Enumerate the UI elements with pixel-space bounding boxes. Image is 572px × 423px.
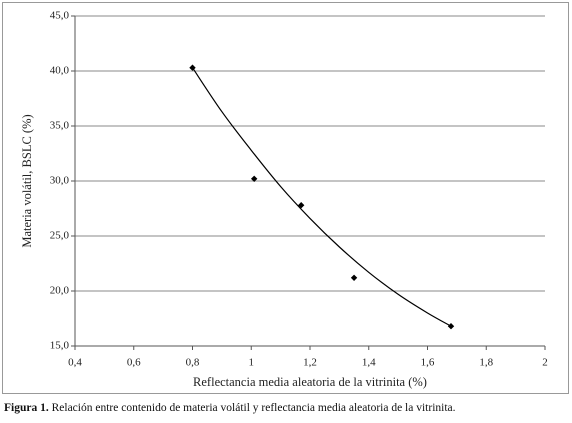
y-tick-label: 45,0 [50, 10, 70, 22]
x-tick-label: 0,8 [186, 357, 200, 369]
chart: Reflectancia media aleatoria de la vitri… [2, 2, 569, 394]
data-point [189, 64, 196, 71]
y-tick-label: 25,0 [50, 230, 70, 242]
data-point [350, 274, 358, 281]
x-tick-label: 1,8 [479, 357, 493, 369]
caption-text: Relación entre contenido de materia volá… [51, 402, 456, 414]
x-tick-label: 1,2 [303, 357, 317, 369]
x-tick-label: 0,4 [68, 357, 82, 369]
y-tick-label: 40,0 [50, 65, 70, 77]
y-tick-label: 30,0 [50, 175, 70, 187]
y-tick-label: 15,0 [50, 340, 70, 352]
caption: Figura 1. Relación entre contenido de ma… [4, 402, 456, 414]
chart-frame [2, 2, 569, 394]
x-tick-label: 1,4 [362, 357, 376, 369]
caption-label: Figura 1. [4, 402, 49, 414]
x-tick-label: 1,6 [421, 357, 435, 369]
y-tick-label: 20,0 [50, 285, 70, 297]
x-tick-label: 0,6 [127, 357, 141, 369]
x-axis-label: Reflectancia media aleatoria de la vitri… [193, 375, 427, 389]
x-tick-label: 2 [542, 357, 548, 369]
y-axis-label: Materia volátil, BSLC (%) [20, 114, 34, 247]
data-point [297, 202, 305, 209]
data-point [447, 323, 455, 330]
y-tick-label: 35,0 [50, 120, 70, 132]
data-point [250, 175, 258, 182]
x-tick-label: 1 [249, 357, 255, 369]
trendline [192, 67, 452, 327]
